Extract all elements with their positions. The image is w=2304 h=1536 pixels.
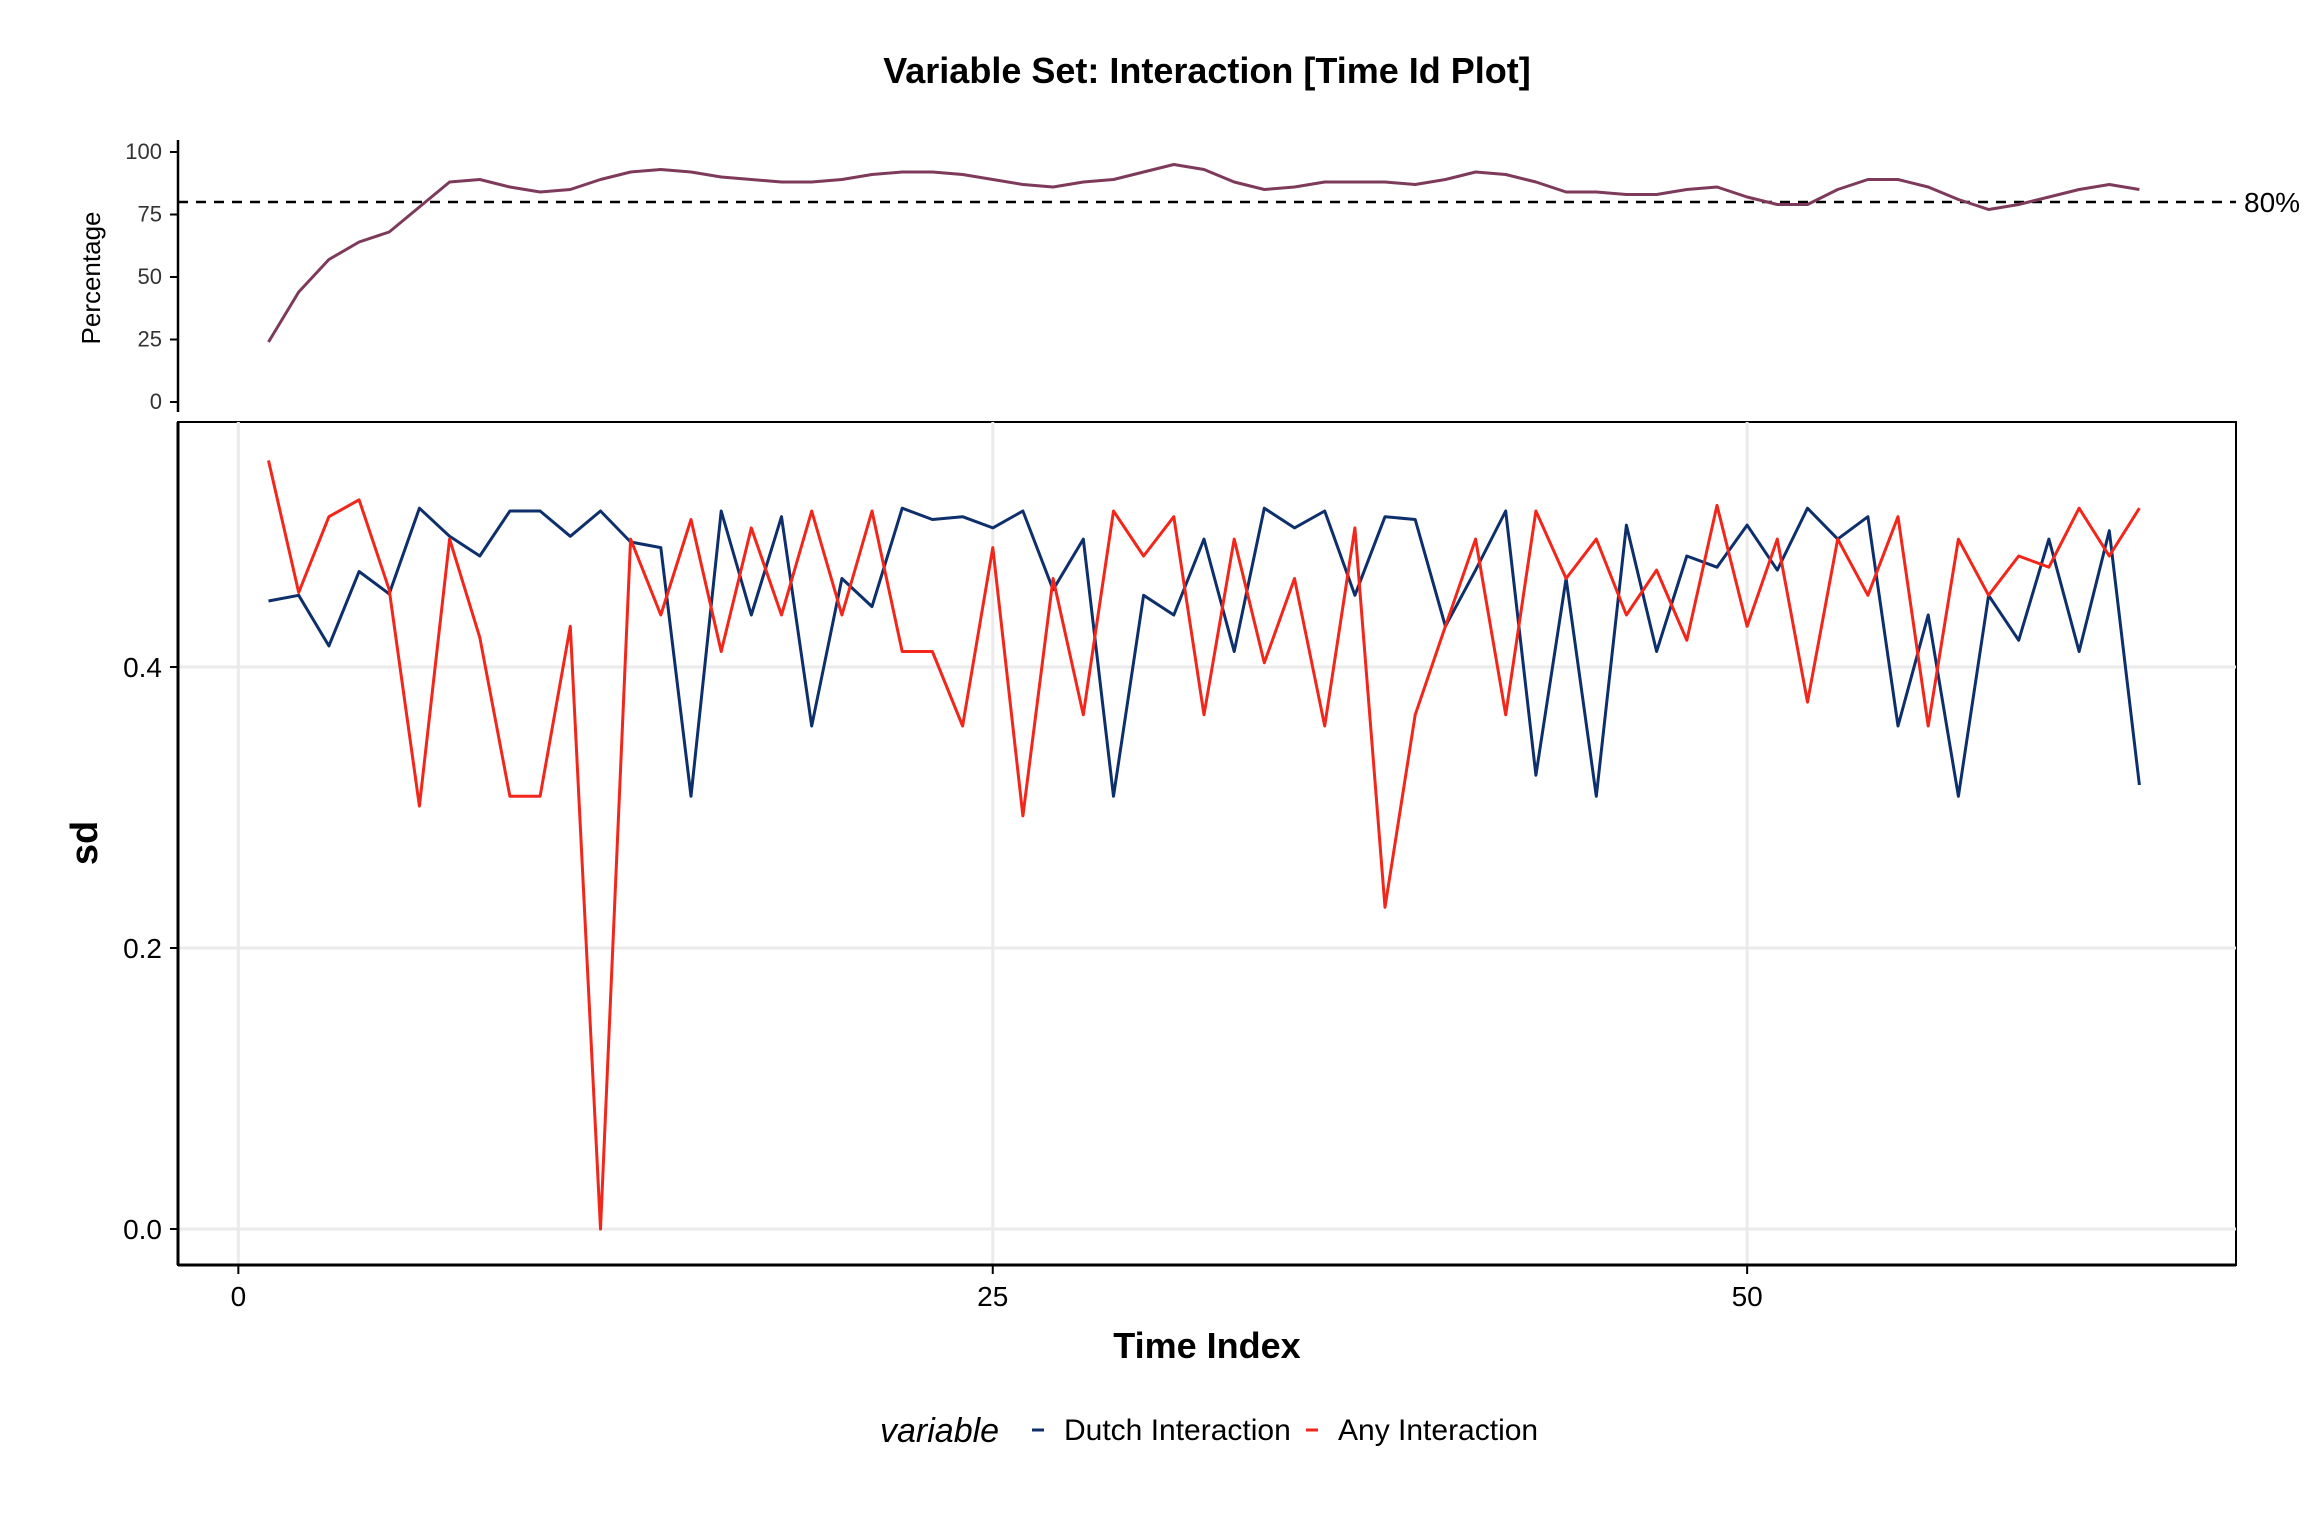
top-panel: 0 25 50 75 100 Percentage 80% <box>76 139 2300 414</box>
main-gridlines <box>178 422 2236 1265</box>
chart-title: Variable Set: Interaction [Time Id Plot] <box>883 50 1530 91</box>
top-y-ticks: 0 25 50 75 100 <box>125 139 178 414</box>
top-y-tick-label: 25 <box>138 327 162 352</box>
series-line-dutch-interaction <box>268 506 2141 798</box>
top-y-tick-label: 100 <box>125 139 162 164</box>
y-tick-label: 0.2 <box>123 933 162 964</box>
x-tick-label: 0 <box>231 1281 247 1312</box>
x-axis-label: Time Index <box>1113 1325 1300 1366</box>
legend-label: Any Interaction <box>1338 1414 1538 1447</box>
top-y-axis-label: Percentage <box>76 212 106 345</box>
legend: variable Dutch Interaction Any Interactio… <box>880 1412 1538 1450</box>
y-axis-label: sd <box>64 821 106 865</box>
legend-label: Dutch Interaction <box>1064 1414 1291 1447</box>
main-panel: 0.0 0.2 0.4 0 25 50 Time Index sd <box>64 421 2237 1366</box>
main-y-ticks: 0.0 0.2 0.4 <box>123 652 178 1245</box>
legend-items: Dutch Interaction Any Interaction <box>1032 1414 1538 1447</box>
y-tick-label: 0.0 <box>123 1214 162 1245</box>
y-tick-label: 0.4 <box>123 652 162 683</box>
top-series-line-0 <box>267 163 2140 343</box>
top-series-group <box>267 163 2140 343</box>
x-tick-label: 50 <box>1732 1281 1763 1312</box>
main-x-ticks: 0 25 50 <box>231 1265 1763 1312</box>
top-y-tick-label: 75 <box>138 202 162 227</box>
main-series-group <box>267 460 2141 1231</box>
top-y-tick-label: 0 <box>150 389 162 414</box>
top-y-tick-label: 50 <box>138 264 162 289</box>
legend-title: variable <box>880 1412 999 1450</box>
reference-line-label: 80% <box>2244 187 2300 218</box>
x-tick-label: 25 <box>977 1281 1008 1312</box>
series-line-any-interaction <box>267 460 2141 1231</box>
